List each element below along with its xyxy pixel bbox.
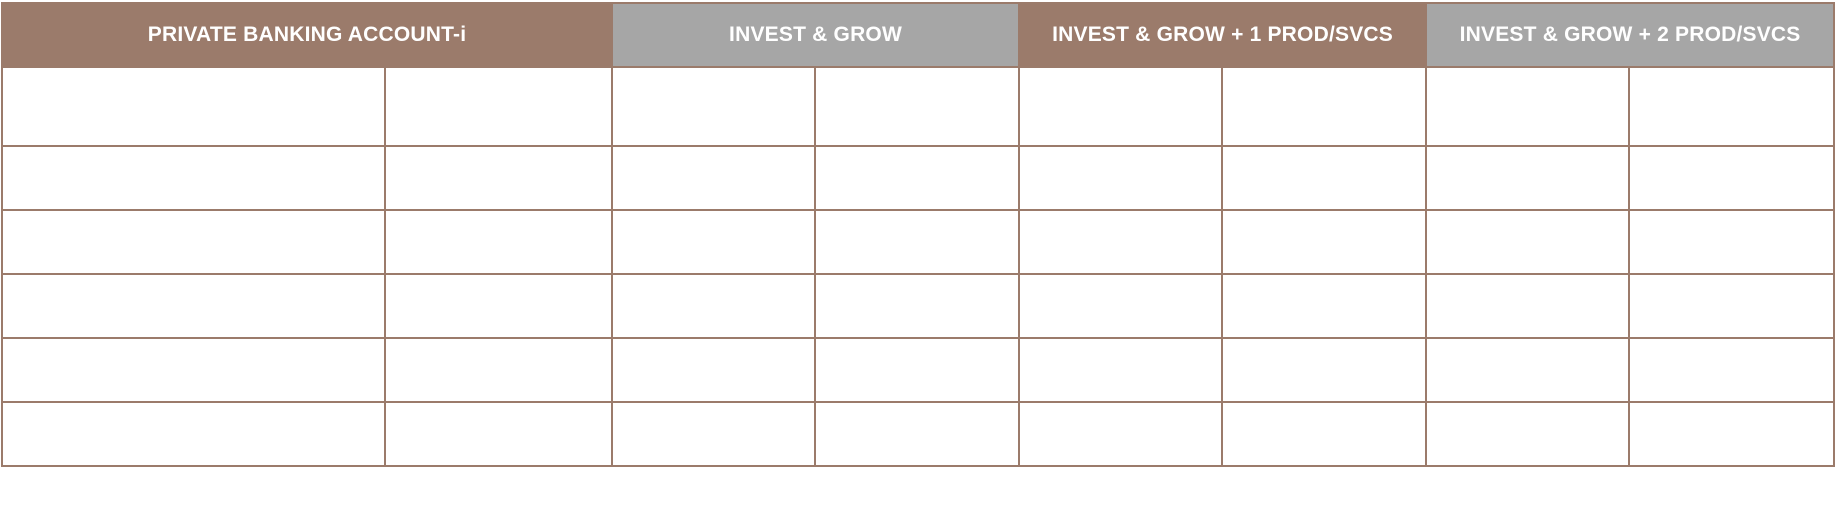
table-row (1, 273, 1835, 339)
table-cell (1018, 337, 1224, 403)
table-cell (1425, 401, 1631, 467)
header-invest-and-grow-plus-1: INVEST & GROW + 1 PROD/SVCS (1018, 2, 1428, 68)
table-cell (611, 273, 817, 339)
table-cell (1, 337, 386, 403)
table-cell (383, 337, 614, 403)
table-cell (1, 273, 386, 339)
table-cell (1, 401, 386, 467)
table-cell (1018, 273, 1224, 339)
table-cell (1221, 145, 1428, 211)
header-invest-and-grow: INVEST & GROW (611, 2, 1021, 68)
table-row (1, 209, 1835, 275)
table-row (1, 337, 1835, 403)
table-cell (1425, 66, 1631, 147)
table-cell (1018, 209, 1224, 275)
table-cell (383, 273, 614, 339)
table-cell (1221, 273, 1428, 339)
table-cell (814, 401, 1021, 467)
comparison-table: PRIVATE BANKING ACCOUNT-i INVEST & GROW … (0, 2, 1835, 467)
table-cell (383, 209, 614, 275)
table-cell (1628, 209, 1835, 275)
table-cell (1425, 209, 1631, 275)
table-cell (1018, 145, 1224, 211)
table-cell (1221, 66, 1428, 147)
table-cell (1018, 66, 1224, 147)
table-cell (1628, 66, 1835, 147)
table-cell (1425, 145, 1631, 211)
table-cell (1, 145, 386, 211)
table-cell (814, 145, 1021, 211)
header-private-banking-account: PRIVATE BANKING ACCOUNT-i (0, 2, 614, 68)
table-cell (1628, 337, 1835, 403)
table-row (1, 145, 1835, 211)
table-cell (383, 66, 614, 147)
table-cell (611, 337, 817, 403)
table-cell (814, 337, 1021, 403)
table-cell (1628, 401, 1835, 467)
table-cell (1628, 273, 1835, 339)
table-cell (814, 66, 1021, 147)
table-cell (1, 209, 386, 275)
table-cell (383, 401, 614, 467)
table-cell (1221, 209, 1428, 275)
table-cell (1221, 401, 1428, 467)
table-cell (611, 401, 817, 467)
table-cell (611, 66, 817, 147)
table-cell (814, 273, 1021, 339)
table-cell (1221, 337, 1428, 403)
table-cell (1425, 337, 1631, 403)
table-cell (611, 145, 817, 211)
header-row: PRIVATE BANKING ACCOUNT-i INVEST & GROW … (0, 2, 1835, 68)
table-row (1, 401, 1835, 467)
table-cell (611, 209, 817, 275)
table-cell (1425, 273, 1631, 339)
table-cell (1018, 401, 1224, 467)
table-cell (1, 66, 386, 147)
table-row (1, 66, 1835, 147)
table-cell (814, 209, 1021, 275)
header-invest-and-grow-plus-2: INVEST & GROW + 2 PROD/SVCS (1425, 2, 1835, 68)
table-cell (1628, 145, 1835, 211)
table-cell (383, 145, 614, 211)
